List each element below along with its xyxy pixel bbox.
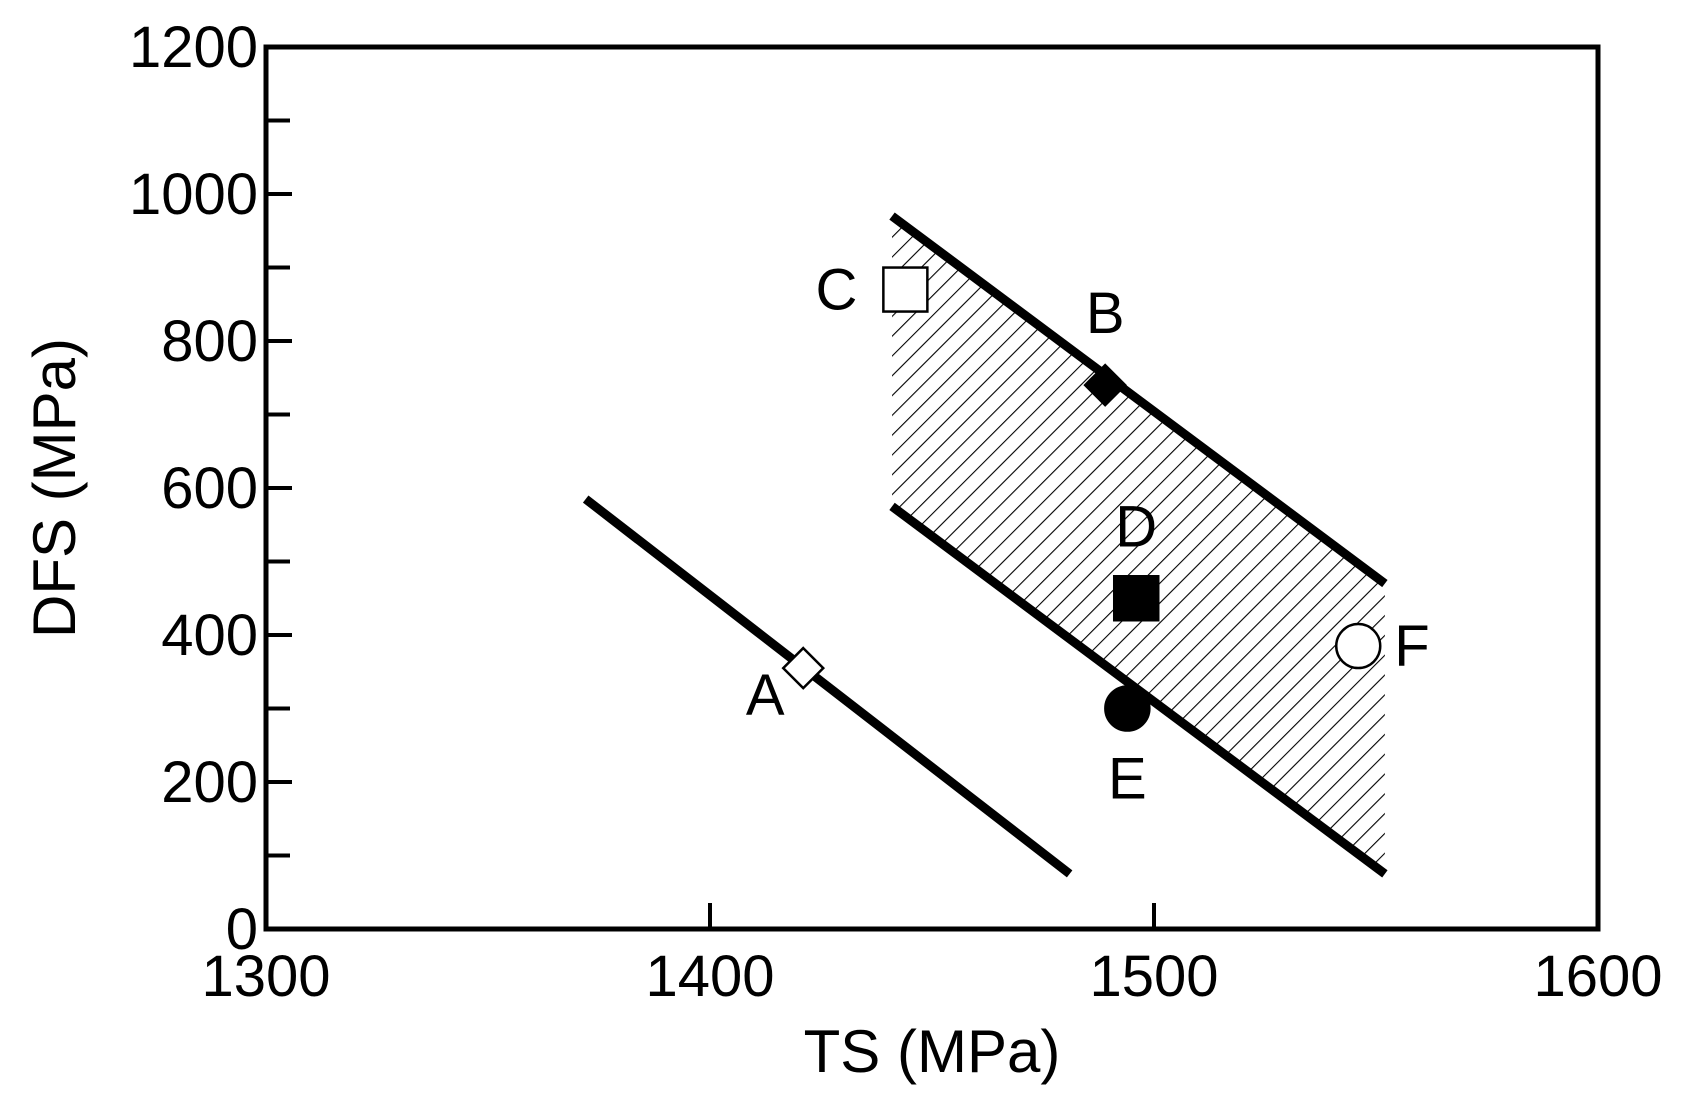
x-tick-label: 1500 — [1089, 944, 1218, 1009]
y-tick-label: 1200 — [129, 15, 258, 80]
y-tick-label: 400 — [161, 603, 258, 668]
point-c-label: C — [815, 258, 857, 323]
point-e — [1104, 685, 1151, 732]
x-tick-label: 1600 — [1533, 944, 1662, 1009]
point-f — [1334, 622, 1382, 670]
trend-line-1 — [582, 495, 1073, 878]
point-c — [882, 266, 929, 313]
y-tick-label: 0 — [226, 897, 258, 962]
point-a-label: A — [746, 663, 785, 728]
point-f-label: F — [1394, 614, 1429, 679]
points-layer: A B C D E F — [746, 258, 1430, 812]
point-e-label: E — [1108, 747, 1147, 812]
trend-line-2 — [889, 212, 1388, 588]
y-tick-label: 200 — [161, 750, 258, 815]
y-tick-label: 1000 — [129, 162, 258, 227]
point-b-label: B — [1086, 281, 1125, 346]
point-a — [781, 646, 826, 690]
point-d — [1112, 575, 1160, 622]
point-d-label: D — [1115, 494, 1157, 559]
hatched-region-layer — [892, 216, 1385, 874]
y-tick-label: 600 — [161, 456, 258, 521]
y-tick-label: 800 — [161, 309, 258, 374]
x-tick-label: 1300 — [201, 944, 330, 1009]
hatched-region — [892, 216, 1385, 874]
x-tick-label: 1400 — [645, 944, 774, 1009]
y-axis-title: DFS (MPa) — [21, 338, 88, 638]
ticks-layer: 0 200 400 600 800 1000 1200 1300 1400 1500 1600 — [129, 15, 1663, 1009]
point-b — [1083, 363, 1127, 407]
x-axis-title: TS (MPa) — [804, 1018, 1061, 1085]
